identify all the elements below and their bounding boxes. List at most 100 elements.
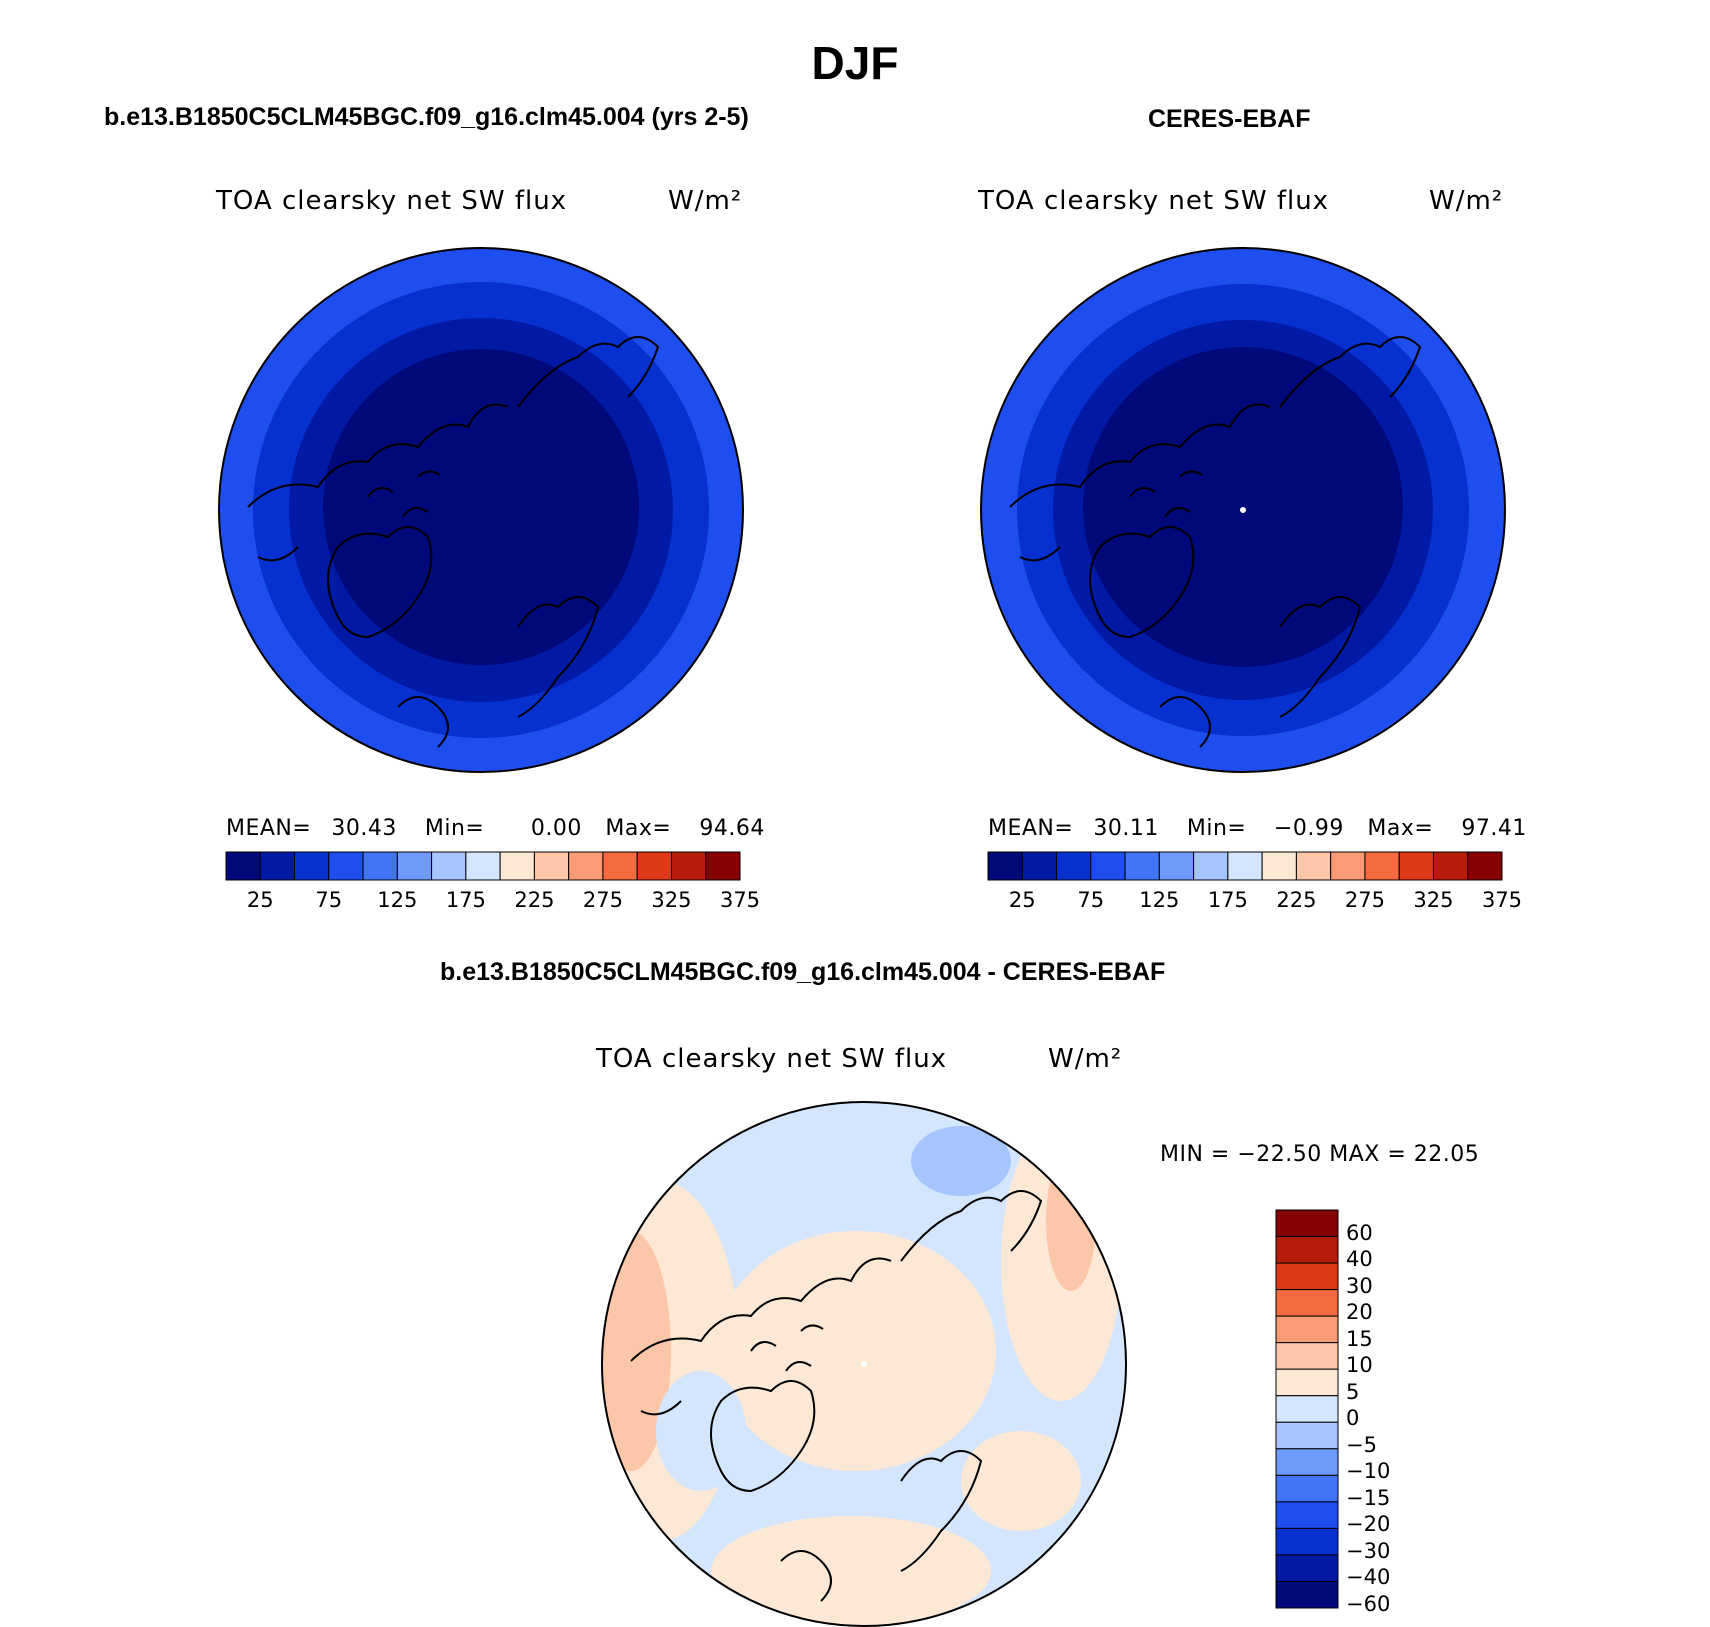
model-colorbar bbox=[225, 851, 741, 881]
model-colorbar-box bbox=[499, 851, 535, 881]
model-colorbar-tick-label: 225 bbox=[514, 888, 555, 912]
diff-colorbar-tick-label: −5 bbox=[1346, 1432, 1377, 1457]
diff-colorbar-box bbox=[1275, 1289, 1339, 1317]
diff-colorbar-box bbox=[1275, 1448, 1339, 1476]
diff-subtitle: b.e13.B1850C5CLM45BGC.f09_g16.clm45.004 … bbox=[440, 958, 1166, 986]
obs-colorbar bbox=[987, 851, 1503, 881]
obs-mean-label: MEAN= bbox=[988, 816, 1074, 841]
model-min-value: 0.00 bbox=[530, 816, 582, 841]
diff-colorbar-tick-label: 15 bbox=[1346, 1326, 1373, 1351]
model-colorbar-box bbox=[294, 851, 330, 881]
obs-colorbar-tick-label: 325 bbox=[1413, 888, 1454, 912]
obs-min-value: −0.99 bbox=[1273, 816, 1344, 841]
obs-colorbar-box bbox=[1124, 851, 1160, 881]
obs-colorbar-box bbox=[1090, 851, 1126, 881]
model-colorbar-box bbox=[465, 851, 501, 881]
diff-colorbar-box bbox=[1275, 1554, 1339, 1582]
model-colorbar-box bbox=[362, 851, 398, 881]
obs-colorbar-tick-label: 125 bbox=[1139, 888, 1180, 912]
obs-colorbar-box bbox=[1398, 851, 1434, 881]
obs-units-label: W/m² bbox=[1429, 186, 1504, 216]
diff-colorbar-box bbox=[1275, 1395, 1339, 1423]
obs-colorbar-tick-label: 175 bbox=[1207, 888, 1248, 912]
obs-colorbar-tick-label: 225 bbox=[1276, 888, 1317, 912]
model-units-label: W/m² bbox=[668, 186, 743, 216]
diff-colorbar-tick-label: −30 bbox=[1346, 1538, 1391, 1563]
model-stats: MEAN= 30.43 Min= 0.00 Max= 94.64 bbox=[226, 816, 765, 841]
obs-colorbar-box bbox=[1467, 851, 1503, 881]
diff-colorbar-box bbox=[1275, 1315, 1339, 1344]
obs-colorbar-box bbox=[1432, 851, 1469, 881]
obs-colorbar-tick-label: 25 bbox=[1008, 888, 1036, 912]
diff-colorbar bbox=[1275, 1209, 1339, 1609]
model-colorbar-box bbox=[636, 851, 672, 881]
obs-colorbar-box bbox=[1227, 851, 1263, 881]
diff-colorbar-box bbox=[1275, 1209, 1339, 1238]
diff-colorbar-box bbox=[1275, 1527, 1339, 1556]
diff-colorbar-tick-label: 30 bbox=[1346, 1273, 1373, 1298]
obs-stats: MEAN= 30.11 Min= −0.99 Max= 97.41 bbox=[988, 816, 1527, 841]
model-colorbar-tick-label: 75 bbox=[315, 888, 343, 912]
obs-max-value: 97.41 bbox=[1461, 816, 1527, 841]
obs-colorbar-box bbox=[1021, 851, 1058, 881]
model-mean-label: MEAN= bbox=[226, 816, 312, 841]
obs-colorbar-tick-label: 275 bbox=[1344, 888, 1385, 912]
obs-colorbar-box bbox=[1056, 851, 1092, 881]
obs-subtitle: CERES-EBAF bbox=[1148, 105, 1311, 133]
diff-colorbar-tick-label: −15 bbox=[1346, 1485, 1391, 1510]
model-min-label: Min= bbox=[424, 816, 485, 841]
model-colorbar-tick-label: 275 bbox=[582, 888, 623, 912]
model-colorbar-ticks: 25 75 125 175 225 275 325 375 bbox=[226, 888, 760, 912]
model-variable-label: TOA clearsky net SW flux bbox=[216, 186, 568, 216]
model-max-value: 94.64 bbox=[699, 816, 765, 841]
obs-colorbar-box bbox=[987, 851, 1023, 881]
diff-colorbar-tick-label: −60 bbox=[1346, 1592, 1391, 1617]
obs-colorbar-box bbox=[1158, 851, 1195, 881]
model-subtitle: b.e13.B1850C5CLM45BGC.f09_g16.clm45.004 … bbox=[104, 103, 749, 131]
model-max-label: Max= bbox=[605, 816, 672, 841]
obs-colorbar-box bbox=[1364, 851, 1400, 881]
figure-title: DJF bbox=[811, 37, 899, 89]
model-colorbar-box bbox=[396, 851, 433, 881]
diff-colorbar-ticks: 60 40 30 20 15 10 5 0 −5 −10 −15 −20 −30 −40 −60 bbox=[1346, 1210, 1406, 1616]
obs-max-label: Max= bbox=[1367, 816, 1434, 841]
diff-colorbar-box bbox=[1275, 1368, 1339, 1397]
model-colorbar-box bbox=[431, 851, 467, 881]
model-colorbar-box bbox=[328, 851, 364, 881]
model-colorbar-tick-label: 25 bbox=[246, 888, 274, 912]
model-colorbar-tick-label: 125 bbox=[377, 888, 418, 912]
diff-colorbar-tick-label: −20 bbox=[1346, 1512, 1391, 1537]
diff-colorbar-tick-label: −10 bbox=[1346, 1459, 1391, 1484]
model-colorbar-box bbox=[670, 851, 707, 881]
diff-colorbar-tick-label: 5 bbox=[1346, 1379, 1360, 1404]
diff-colorbar-box bbox=[1275, 1421, 1339, 1450]
obs-colorbar-ticks: 25 75 125 175 225 275 325 375 bbox=[988, 888, 1522, 912]
diff-colorbar-box bbox=[1275, 1474, 1339, 1503]
diff-colorbar-box bbox=[1275, 1580, 1339, 1609]
model-colorbar-box bbox=[225, 851, 261, 881]
model-colorbar-box bbox=[705, 851, 741, 881]
model-colorbar-tick-label: 175 bbox=[445, 888, 486, 912]
diff-colorbar-tick-label: 10 bbox=[1346, 1353, 1373, 1378]
model-colorbar-box bbox=[533, 851, 570, 881]
diff-colorbar-box bbox=[1275, 1501, 1339, 1529]
obs-colorbar-box bbox=[1295, 851, 1332, 881]
obs-colorbar-box bbox=[1261, 851, 1297, 881]
diff-colorbar-tick-label: 60 bbox=[1346, 1220, 1373, 1245]
obs-polar-map bbox=[980, 247, 1506, 773]
diff-units-label: W/m² bbox=[1048, 1044, 1123, 1074]
obs-colorbar-tick-label: 375 bbox=[1481, 888, 1523, 912]
diff-variable-label: TOA clearsky net SW flux bbox=[596, 1044, 948, 1074]
diff-minmax: MIN = −22.50 MAX = 22.05 bbox=[1160, 1142, 1480, 1167]
diff-colorbar-tick-label: 20 bbox=[1346, 1300, 1373, 1325]
model-colorbar-box bbox=[602, 851, 638, 881]
model-colorbar-box bbox=[259, 851, 296, 881]
obs-colorbar-box bbox=[1330, 851, 1366, 881]
obs-colorbar-box bbox=[1193, 851, 1229, 881]
diff-colorbar-box bbox=[1275, 1262, 1339, 1291]
model-mean-value: 30.43 bbox=[331, 816, 397, 841]
model-colorbar-tick-label: 375 bbox=[719, 888, 761, 912]
diff-colorbar-tick-label: 40 bbox=[1346, 1247, 1373, 1272]
obs-variable-label: TOA clearsky net SW flux bbox=[978, 186, 1330, 216]
obs-min-label: Min= bbox=[1186, 816, 1247, 841]
